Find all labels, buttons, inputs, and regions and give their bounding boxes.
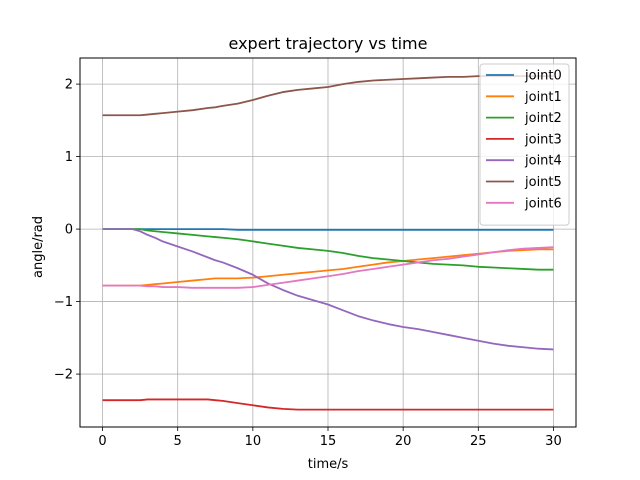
legend-label: joint0 — [524, 69, 562, 84]
y-axis-label: angle/rad — [31, 216, 46, 278]
x-axis-label: time/s — [308, 457, 349, 472]
series-line-joint1 — [102, 248, 554, 287]
x-tick-label: 30 — [545, 434, 562, 449]
legend-label: joint4 — [524, 154, 562, 169]
chart-title: expert trajectory vs time — [229, 34, 428, 53]
x-tick-label: 25 — [470, 434, 487, 449]
x-tick-label: 0 — [98, 434, 106, 449]
legend: joint0 joint1 joint2 joint3 joint4 joint5 join… — [479, 63, 570, 226]
series-line-joint3 — [102, 398, 554, 411]
x-tick-label: 20 — [395, 434, 412, 449]
y-tick-label: 0 — [65, 223, 73, 238]
series-line-joint0 — [102, 228, 554, 231]
x-tick-label: 10 — [245, 434, 262, 449]
series-line-joint5 — [102, 75, 554, 117]
y-tick-label: 2 — [65, 78, 73, 93]
series-line-joint6 — [102, 246, 554, 289]
axis-ticks: 0 5 10 15 20 25 30 −2 −1 0 1 2 — [54, 78, 562, 449]
y-tick-label: −2 — [54, 368, 73, 383]
series-line-joint2 — [102, 228, 554, 271]
legend-label: joint1 — [524, 90, 562, 105]
legend-label: joint3 — [524, 132, 562, 147]
x-tick-label: 15 — [320, 434, 337, 449]
y-tick-label: −1 — [54, 295, 73, 310]
legend-label: joint5 — [524, 175, 562, 190]
series-lines — [102, 75, 554, 411]
legend-box — [479, 63, 570, 226]
legend-label: joint2 — [524, 111, 562, 126]
series-line-joint4 — [102, 228, 554, 351]
x-tick-label: 5 — [174, 434, 182, 449]
y-tick-label: 1 — [65, 150, 73, 165]
legend-label: joint6 — [524, 196, 562, 211]
